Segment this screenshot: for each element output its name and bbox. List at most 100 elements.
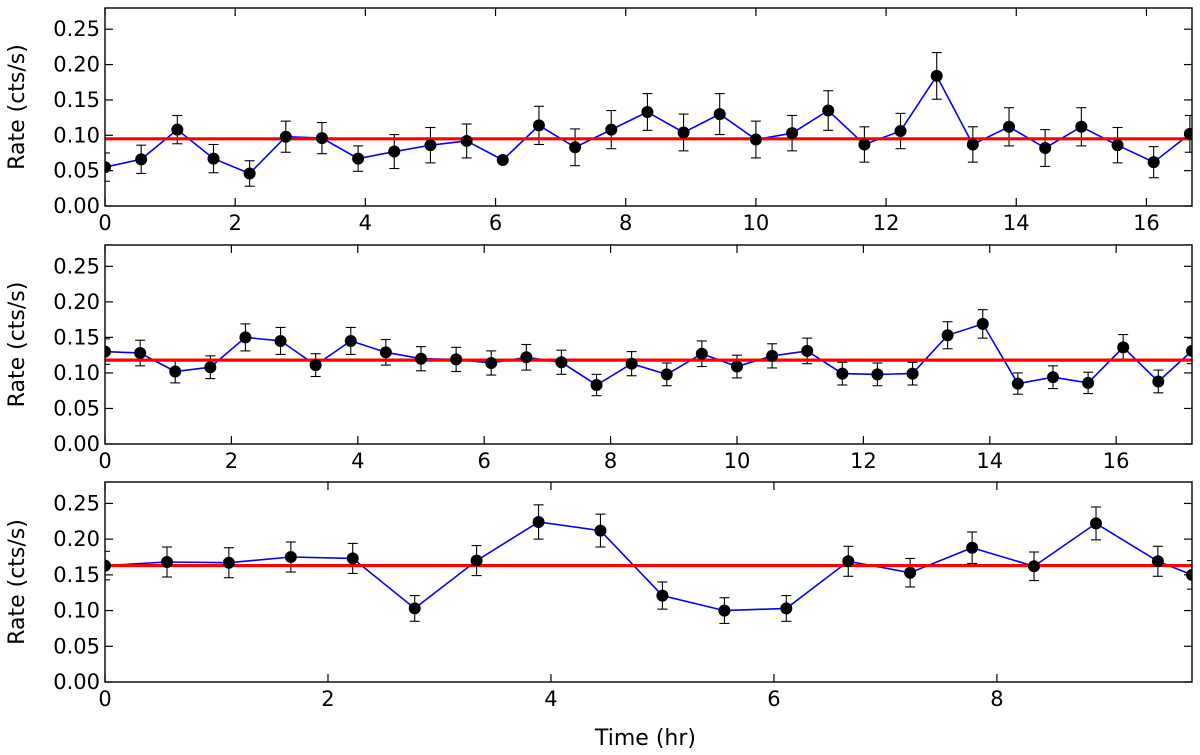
data-point	[485, 356, 498, 369]
data-point	[858, 138, 871, 151]
data-point	[780, 602, 793, 615]
data-point	[966, 138, 979, 151]
data-point	[414, 352, 427, 365]
data-point	[388, 145, 401, 158]
data-point	[309, 359, 322, 372]
data-point	[677, 126, 690, 139]
data-point	[1082, 376, 1095, 389]
data-point	[904, 566, 917, 579]
x-tick-label: 8	[604, 449, 617, 473]
error-bar	[105, 338, 110, 365]
axes-frame	[104, 481, 1193, 683]
data-point	[171, 123, 184, 136]
data-point	[424, 139, 437, 152]
data-point	[656, 589, 669, 602]
x-tick-label: 2	[228, 211, 241, 235]
data-point	[243, 167, 256, 180]
data-point	[966, 541, 979, 554]
data-point	[594, 524, 607, 537]
error-bar	[1187, 337, 1192, 365]
x-tick-label: 4	[359, 211, 372, 235]
data-point	[871, 368, 884, 381]
plot-area	[105, 51, 1192, 187]
x-tick-label: 6	[767, 687, 780, 711]
data-point	[660, 368, 673, 381]
error-bar	[1187, 560, 1192, 590]
y-tick-label: 0.15	[53, 325, 100, 349]
x-tick-label: 16	[1133, 211, 1160, 235]
data-point	[695, 347, 708, 360]
y-tick-label: 0.00	[53, 670, 100, 694]
data-point	[786, 127, 799, 140]
data-point	[641, 105, 654, 118]
y-axis-label: Rate (cts/s)	[5, 44, 30, 170]
data-point	[605, 123, 618, 136]
data-point	[1090, 517, 1103, 530]
data-point	[134, 347, 147, 360]
axes-frame	[104, 244, 1193, 445]
data-point	[1011, 377, 1024, 390]
x-tick-label: 0	[98, 687, 111, 711]
y-tick-label: 0.20	[53, 527, 100, 551]
data-point	[801, 344, 814, 357]
data-point	[906, 367, 919, 380]
data-point	[1147, 156, 1160, 169]
y-tick-label: 0.15	[53, 88, 100, 112]
data-point	[976, 317, 989, 330]
x-tick-label: 12	[850, 449, 877, 473]
x-tick-label: 0	[98, 449, 111, 473]
data-point	[532, 119, 545, 132]
data-point	[105, 345, 111, 358]
y-tick-label: 0.25	[53, 491, 100, 515]
data-point	[730, 360, 743, 373]
y-tick-label: 0.00	[53, 194, 100, 218]
data-point	[713, 108, 726, 121]
data-point	[836, 367, 849, 380]
x-tick-label: 4	[544, 687, 557, 711]
error-bar	[105, 550, 110, 581]
y-tick-label: 0.25	[53, 17, 100, 41]
data-point	[1003, 120, 1016, 133]
axes-frame	[104, 7, 1193, 207]
x-tick-label: 2	[225, 449, 238, 473]
y-tick-label: 0.10	[53, 361, 100, 385]
data-point	[930, 69, 943, 82]
data-point	[496, 154, 509, 167]
y-axis-label: Rate (cts/s)	[5, 519, 30, 645]
data-point	[625, 357, 638, 370]
error-bar	[105, 152, 110, 182]
data-point	[460, 134, 473, 147]
y-tick-label: 0.25	[53, 254, 100, 278]
data-point	[1028, 560, 1041, 573]
plot-area	[105, 504, 1192, 624]
x-tick-label: 14	[1003, 211, 1030, 235]
data-point	[532, 516, 545, 528]
data-point	[408, 602, 421, 615]
data-point	[894, 125, 907, 138]
data-point	[718, 604, 731, 617]
data-point	[1152, 375, 1165, 388]
data-point	[1186, 344, 1192, 357]
data-point	[749, 133, 762, 146]
data-point	[766, 349, 779, 362]
data-point	[344, 334, 357, 347]
data-point	[222, 556, 235, 569]
data-point	[520, 351, 533, 364]
data-point	[450, 353, 463, 366]
y-tick-label: 0.15	[53, 563, 100, 587]
x-tick-label: 6	[477, 449, 490, 473]
data-point	[1111, 139, 1124, 152]
y-tick-label: 0.05	[53, 159, 100, 183]
data-point	[274, 334, 287, 347]
y-tick-label: 0.20	[53, 290, 100, 314]
data-point	[379, 346, 392, 359]
data-point	[105, 161, 111, 174]
x-tick-label: 8	[619, 211, 632, 235]
data-point	[1039, 142, 1052, 155]
y-tick-label: 0.20	[53, 53, 100, 77]
x-tick-label: 16	[1103, 449, 1130, 473]
data-point	[160, 556, 173, 568]
x-tick-label: 8	[990, 687, 1003, 711]
data-point	[204, 361, 217, 374]
